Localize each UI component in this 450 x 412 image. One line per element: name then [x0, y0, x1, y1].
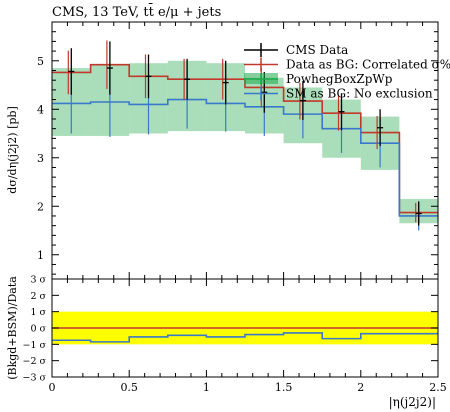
legend-label: Data as BG: Correlated σ%	[286, 58, 450, 72]
xtick-label: 1.5	[275, 381, 293, 394]
legend-label: CMS Data	[286, 43, 348, 57]
ratio-sm-as-bg-line	[52, 332, 438, 343]
main-series-group	[52, 40, 438, 231]
ratio-series-group	[52, 327, 438, 343]
ratio-y-axis-label: (Bkgd+BSM)/Data	[6, 276, 19, 380]
xtick-label: 0.5	[120, 381, 138, 394]
main-xticks	[51, 22, 439, 279]
main-ytick-label: 3	[37, 152, 44, 165]
ratio-panel: 3 σ 2 σ 1 σ 0 σ −1 σ −2 σ −3 σ 0 0.5 1 1.5 2 2.5 (B…	[6, 275, 447, 410]
ratio-ytick-label: −2 σ	[22, 356, 46, 367]
chart-title: CMS, 13 TeV, tt̄ e/μ + jets	[52, 3, 221, 20]
ratio-ytick-label: 0 σ	[30, 324, 46, 335]
ratio-xticks: 0 0.5 1 1.5 2 2.5	[49, 279, 447, 394]
legend-label: PowhegBoxZpWp	[286, 72, 393, 86]
xtick-label: 2	[357, 381, 364, 394]
main-ytick-label: 1	[37, 249, 44, 262]
main-ytick-label: 5	[37, 55, 44, 68]
x-axis-label: |η(j2j2)|	[389, 395, 436, 409]
main-y-axis-label: dσ/dη(j2j2) [pb]	[6, 106, 19, 193]
xtick-label: 1	[203, 381, 210, 394]
series-sm-as-bg-line	[52, 98, 438, 217]
main-ytick-label: 2	[37, 200, 44, 213]
xtick-label: 0	[49, 381, 56, 394]
ratio-yticks: 3 σ 2 σ 1 σ 0 σ −1 σ −2 σ −3 σ	[22, 275, 438, 384]
ratio-ytick-label: 3 σ	[30, 275, 46, 286]
ratio-ytick-label: −1 σ	[22, 340, 46, 351]
main-ytick-label: 4	[37, 103, 44, 116]
ratio-ytick-label: −3 σ	[22, 373, 46, 384]
main-panel: 1 2 3 4 5 dσ/dη(j2j2) [pb]	[6, 21, 439, 280]
legend-label: SM as BG: No exclusion	[286, 87, 433, 101]
ratio-ytick-label: 2 σ	[30, 291, 46, 302]
xtick-label: 2.5	[429, 381, 447, 394]
ratio-ytick-label: 1 σ	[30, 307, 46, 318]
